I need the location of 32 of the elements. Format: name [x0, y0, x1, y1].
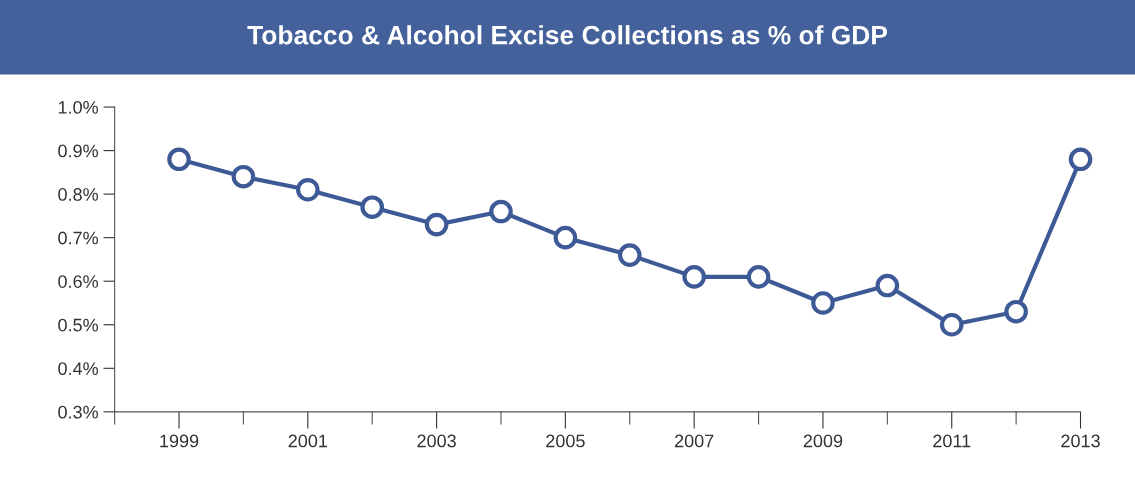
x-tick-label: 2011 — [933, 434, 971, 448]
y-tick-label: 1.0% — [58, 100, 99, 114]
point — [360, 195, 385, 219]
y-tick-label: 0.5% — [58, 318, 99, 332]
x-tick-label: 2013 — [1061, 434, 1100, 448]
point — [553, 225, 578, 250]
point — [1068, 147, 1093, 172]
chart-title: Tobacco & Alcohol Excise Collections as % of GDP — [247, 25, 888, 45]
point — [875, 273, 900, 298]
point — [939, 312, 964, 337]
point — [489, 199, 513, 224]
y-tick-label: 0.3% — [58, 405, 99, 419]
x-tick-label: 2003 — [417, 434, 456, 448]
point — [811, 291, 835, 315]
y-tick-label: 0.7% — [58, 231, 99, 245]
point — [1004, 299, 1028, 324]
point — [617, 243, 642, 267]
point — [167, 147, 191, 172]
x-tick-label: 2005 — [546, 434, 585, 448]
y-tick-label: 0.4% — [58, 362, 99, 376]
x-tick-label: 2007 — [674, 434, 714, 448]
point — [682, 265, 706, 289]
y-tick-label: 0.8% — [58, 188, 99, 201]
point — [296, 177, 320, 202]
x-tick-label: 2001 — [288, 434, 328, 448]
y-tick-label: 0.9% — [58, 144, 99, 158]
point — [424, 212, 449, 237]
point — [231, 164, 256, 189]
point — [746, 265, 771, 289]
y-tick-label: 0.6% — [58, 275, 99, 288]
x-tick-label: 1999 — [160, 434, 199, 448]
x-tick-label: 2009 — [803, 434, 843, 448]
